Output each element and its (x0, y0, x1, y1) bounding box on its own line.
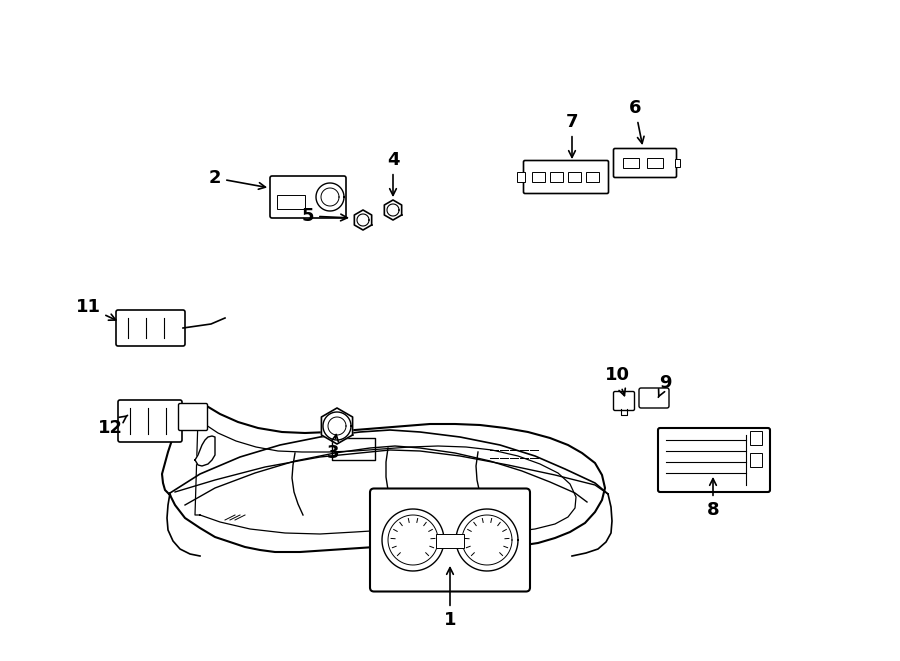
Text: 11: 11 (76, 298, 116, 320)
Text: 3: 3 (327, 434, 339, 462)
Text: 10: 10 (605, 366, 629, 396)
Text: 7: 7 (566, 113, 578, 157)
Bar (550, 172, 563, 182)
FancyBboxPatch shape (614, 391, 634, 410)
FancyBboxPatch shape (614, 149, 677, 178)
Text: 2: 2 (209, 169, 266, 189)
Polygon shape (384, 200, 401, 220)
Polygon shape (162, 405, 605, 552)
Bar (517, 172, 525, 182)
Text: 5: 5 (302, 207, 347, 225)
FancyBboxPatch shape (178, 403, 208, 430)
Bar (568, 172, 581, 182)
Bar (532, 172, 545, 182)
Polygon shape (321, 408, 353, 444)
Bar (277, 195, 305, 209)
Bar (750, 431, 762, 445)
Polygon shape (195, 436, 215, 466)
Bar (675, 159, 680, 167)
FancyBboxPatch shape (639, 388, 669, 408)
Text: 1: 1 (444, 568, 456, 629)
Bar (750, 453, 762, 467)
Polygon shape (355, 210, 372, 230)
FancyBboxPatch shape (370, 488, 530, 592)
FancyBboxPatch shape (116, 310, 185, 346)
Bar (623, 158, 639, 168)
FancyBboxPatch shape (118, 400, 182, 442)
Text: 12: 12 (97, 415, 128, 437)
Text: 6: 6 (629, 99, 644, 143)
Text: 8: 8 (706, 479, 719, 519)
FancyBboxPatch shape (658, 428, 770, 492)
Bar (647, 158, 663, 168)
Bar (436, 534, 464, 548)
FancyBboxPatch shape (524, 161, 608, 194)
FancyBboxPatch shape (270, 176, 346, 218)
Bar (586, 172, 599, 182)
Text: 4: 4 (387, 151, 400, 196)
Text: 9: 9 (658, 374, 671, 397)
